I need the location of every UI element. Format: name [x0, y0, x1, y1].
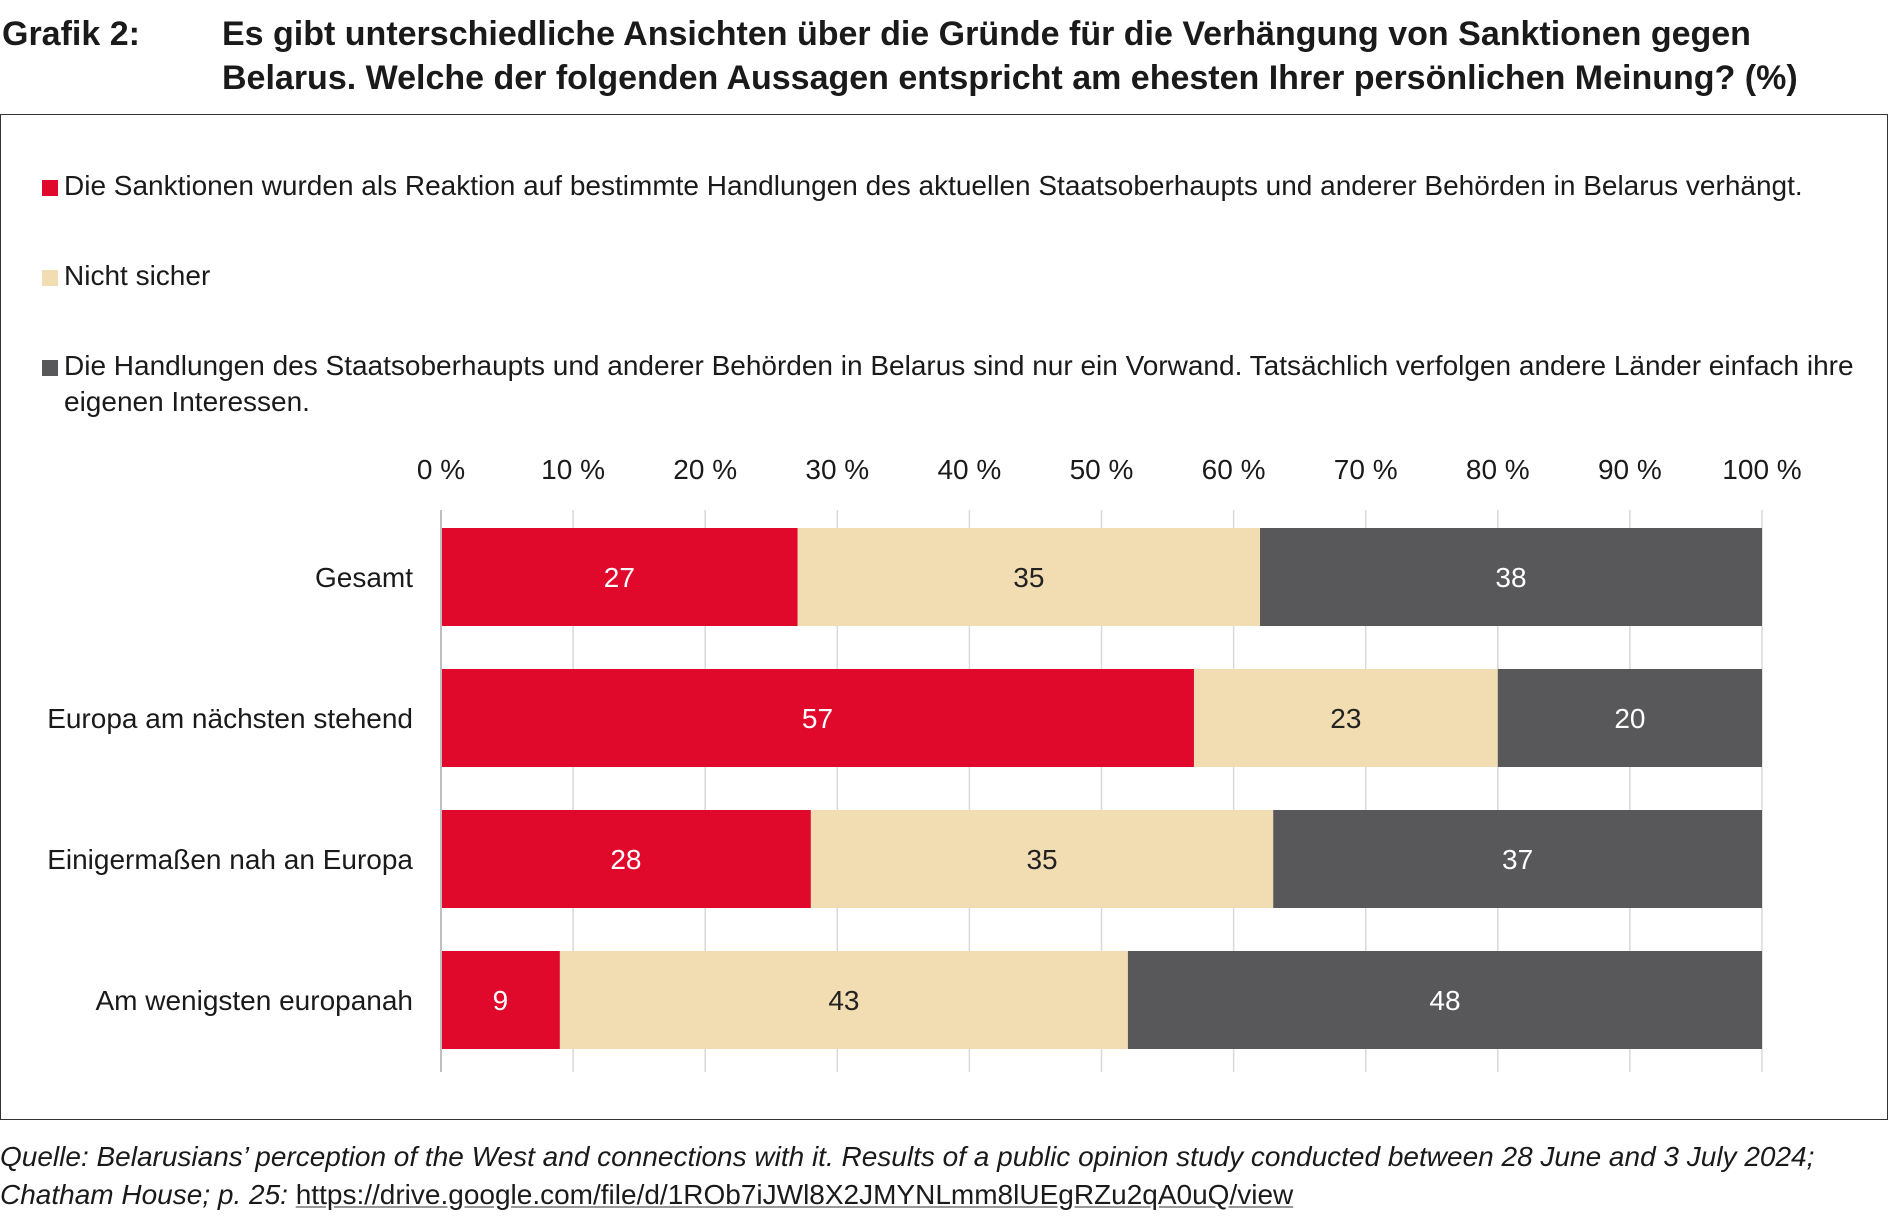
legend-label-pretext: Die Handlungen des Staatsoberhaupts und …	[64, 350, 1854, 417]
data-label-2-2: 37	[1502, 844, 1533, 875]
bar-segment-2-1	[810, 810, 1274, 908]
bar-segment-2-0	[441, 810, 811, 908]
legend-swatch-gray	[42, 360, 58, 376]
category-label-3: Am wenigsten europanah	[95, 985, 413, 1016]
data-label-0-2: 38	[1495, 562, 1526, 593]
bar-segment-1-1	[1193, 669, 1498, 767]
data-label-2-0: 28	[610, 844, 641, 875]
source-link[interactable]: https://drive.google.com/file/d/1ROb7iJW…	[295, 1179, 1294, 1210]
data-label-0-1: 35	[1013, 562, 1044, 593]
bar-segment-1-0	[441, 669, 1194, 767]
bar-segment-3-2	[1127, 951, 1762, 1049]
bar-segment-0-0	[441, 528, 798, 626]
bar-segment-0-1	[797, 528, 1261, 626]
bar-segment-1-2	[1497, 669, 1762, 767]
data-label-3-0: 9	[493, 985, 509, 1016]
x-tick-label-10: 100 %	[1722, 454, 1801, 485]
category-label-0: Gesamt	[315, 562, 413, 593]
legend-swatch-red	[42, 180, 58, 196]
bar-segment-3-1	[559, 951, 1128, 1049]
bar-segment-0-2	[1260, 528, 1762, 626]
x-tick-label-2: 20 %	[673, 454, 737, 485]
x-tick-label-8: 80 %	[1466, 454, 1530, 485]
chart-title: Es gibt unterschiedliche Ansichten über …	[222, 15, 1798, 97]
data-label-1-0: 57	[802, 703, 833, 734]
legend-item-reaction: Die Sanktionen wurden als Reaktion auf b…	[42, 168, 1862, 204]
chart-frame	[0, 114, 1888, 1120]
data-label-2-1: 35	[1026, 844, 1057, 875]
x-tick-label-7: 70 %	[1334, 454, 1398, 485]
x-tick-label-0: 0 %	[417, 454, 465, 485]
data-label-0-0: 27	[604, 562, 635, 593]
data-label-1-2: 20	[1614, 703, 1645, 734]
x-tick-label-3: 30 %	[805, 454, 869, 485]
bar-segment-3-0	[441, 951, 560, 1049]
x-tick-label-1: 10 %	[541, 454, 605, 485]
x-tick-label-6: 60 %	[1202, 454, 1266, 485]
figure-label: Grafik 2:	[2, 15, 140, 53]
legend-item-pretext: Die Handlungen des Staatsoberhaupts und …	[42, 348, 1862, 420]
legend-label-not-sure: Nicht sicher	[64, 260, 211, 291]
legend-swatch-beige	[42, 270, 58, 286]
source-note: Quelle: Belarusians’ perception of the W…	[0, 1138, 1885, 1214]
x-tick-label-5: 50 %	[1070, 454, 1134, 485]
chart-header: Grafik 2: Es gibt unterschiedliche Ansic…	[0, 8, 1890, 108]
legend-item-not-sure: Nicht sicher	[42, 258, 1862, 294]
bar-segment-2-2	[1273, 810, 1762, 908]
source-text: Quelle: Belarusians’ perception of the W…	[0, 1141, 1815, 1210]
x-tick-label-4: 40 %	[937, 454, 1001, 485]
legend-label-reaction: Die Sanktionen wurden als Reaktion auf b…	[64, 170, 1803, 201]
data-label-3-1: 43	[828, 985, 859, 1016]
data-label-3-2: 48	[1429, 985, 1460, 1016]
category-label-2: Einigermaßen nah an Europa	[47, 844, 413, 875]
data-label-1-1: 23	[1330, 703, 1361, 734]
category-label-1: Europa am nächsten stehend	[47, 703, 413, 734]
x-tick-label-9: 90 %	[1598, 454, 1662, 485]
